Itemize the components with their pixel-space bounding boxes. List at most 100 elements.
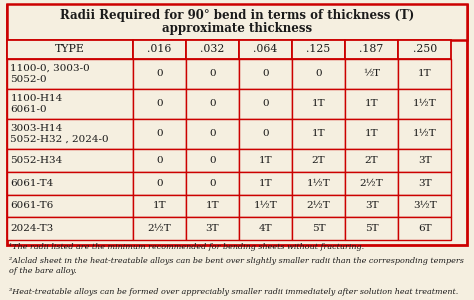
Bar xyxy=(186,172,239,195)
Bar xyxy=(7,4,467,244)
Bar xyxy=(186,40,239,59)
Bar xyxy=(186,217,239,240)
Text: ½T: ½T xyxy=(363,69,380,78)
Text: .125: .125 xyxy=(306,44,331,54)
Text: 1½T: 1½T xyxy=(413,129,437,138)
Bar xyxy=(398,118,451,149)
Bar xyxy=(345,149,398,172)
Text: 0: 0 xyxy=(262,129,269,138)
Text: ²Alclad sheet in the heat-treatable alloys can be bent over slightly smaller rad: ²Alclad sheet in the heat-treatable allo… xyxy=(9,257,464,274)
Text: 0: 0 xyxy=(262,69,269,78)
Bar xyxy=(186,118,239,149)
Bar xyxy=(7,89,133,118)
Text: 2½T: 2½T xyxy=(307,202,330,211)
Text: 5T: 5T xyxy=(365,224,378,233)
Bar xyxy=(186,195,239,217)
Text: 1T: 1T xyxy=(312,129,325,138)
Text: .187: .187 xyxy=(359,44,384,54)
Bar xyxy=(345,40,398,59)
Text: 3T: 3T xyxy=(365,202,378,211)
Text: 1T: 1T xyxy=(365,129,378,138)
Bar xyxy=(398,217,451,240)
Text: 0: 0 xyxy=(209,129,216,138)
Bar xyxy=(133,172,186,195)
Bar xyxy=(292,195,345,217)
Text: 1½T: 1½T xyxy=(413,99,437,108)
Text: .016: .016 xyxy=(147,44,172,54)
Text: 3T: 3T xyxy=(418,179,431,188)
Text: 0: 0 xyxy=(209,69,216,78)
Bar xyxy=(398,195,451,217)
Text: 6T: 6T xyxy=(418,224,431,233)
Bar xyxy=(398,58,451,89)
Text: 0: 0 xyxy=(156,69,163,78)
Bar xyxy=(292,149,345,172)
Bar xyxy=(292,58,345,89)
Bar xyxy=(239,172,292,195)
Text: 1T: 1T xyxy=(259,156,272,165)
Bar xyxy=(239,217,292,240)
Text: .064: .064 xyxy=(253,44,278,54)
Bar xyxy=(398,89,451,118)
Text: 0: 0 xyxy=(315,69,322,78)
Bar xyxy=(345,217,398,240)
Bar xyxy=(7,172,133,195)
Text: 4T: 4T xyxy=(259,224,272,233)
Text: 0: 0 xyxy=(156,129,163,138)
Bar xyxy=(7,58,133,89)
Bar xyxy=(7,4,467,40)
Bar xyxy=(398,172,451,195)
Bar xyxy=(239,40,292,59)
Text: 1T: 1T xyxy=(153,202,166,211)
Text: 1T: 1T xyxy=(365,99,378,108)
Text: 0: 0 xyxy=(156,156,163,165)
Bar xyxy=(239,118,292,149)
Text: 2024-T3: 2024-T3 xyxy=(10,224,54,233)
Bar xyxy=(133,118,186,149)
Text: 3T: 3T xyxy=(418,156,431,165)
Bar xyxy=(292,89,345,118)
Text: 6061-T4: 6061-T4 xyxy=(10,179,54,188)
Bar xyxy=(7,149,133,172)
Text: 5T: 5T xyxy=(312,224,325,233)
Text: 2½T: 2½T xyxy=(360,179,383,188)
Bar xyxy=(186,58,239,89)
Text: 1T: 1T xyxy=(259,179,272,188)
Bar xyxy=(345,118,398,149)
Bar xyxy=(239,89,292,118)
Bar xyxy=(345,89,398,118)
Text: .250: .250 xyxy=(412,44,437,54)
Text: 1T: 1T xyxy=(206,202,219,211)
Text: 3½T: 3½T xyxy=(413,202,437,211)
Bar xyxy=(7,40,133,59)
Text: Radii Required for 90° bend in terms of thickness (T): Radii Required for 90° bend in terms of … xyxy=(60,9,414,22)
Text: 1T: 1T xyxy=(418,69,431,78)
Bar xyxy=(345,195,398,217)
Bar xyxy=(292,40,345,59)
Text: TYPE: TYPE xyxy=(55,44,85,54)
Text: 1100-0, 3003-0
5052-0: 1100-0, 3003-0 5052-0 xyxy=(10,64,90,84)
Bar xyxy=(133,58,186,89)
Text: 2T: 2T xyxy=(312,156,325,165)
Text: 2T: 2T xyxy=(365,156,378,165)
Text: 0: 0 xyxy=(209,99,216,108)
Bar xyxy=(292,118,345,149)
Bar xyxy=(7,217,133,240)
Text: 0: 0 xyxy=(209,179,216,188)
Text: 3T: 3T xyxy=(206,224,219,233)
Text: approximate thickness: approximate thickness xyxy=(162,22,312,35)
Bar xyxy=(133,89,186,118)
Text: 1T: 1T xyxy=(312,99,325,108)
Text: 1½T: 1½T xyxy=(254,202,277,211)
Bar xyxy=(345,172,398,195)
Bar xyxy=(398,149,451,172)
Bar xyxy=(239,58,292,89)
Bar xyxy=(133,195,186,217)
Bar xyxy=(239,195,292,217)
Bar xyxy=(7,118,133,149)
Text: .032: .032 xyxy=(200,44,225,54)
Bar xyxy=(186,149,239,172)
Bar xyxy=(133,149,186,172)
Bar xyxy=(345,58,398,89)
Text: 3003-H14
5052-H32 , 2024-0: 3003-H14 5052-H32 , 2024-0 xyxy=(10,124,109,144)
